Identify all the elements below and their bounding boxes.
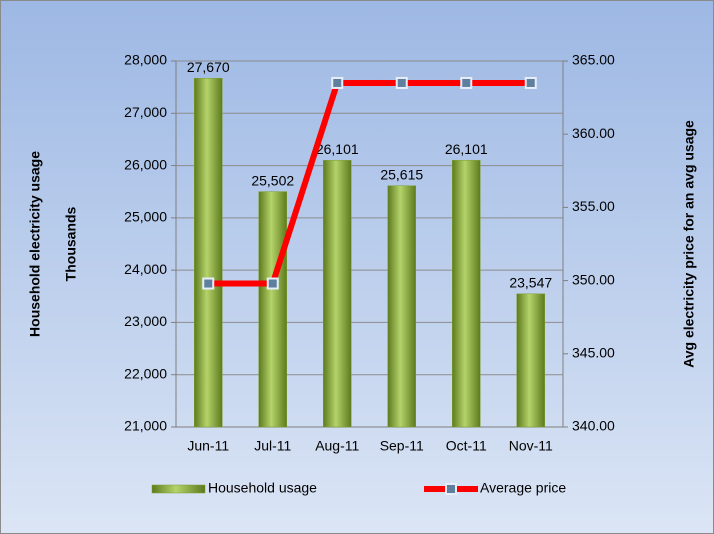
line-marker (331, 76, 344, 89)
x-tick-label: Nov-11 (509, 438, 553, 454)
bar (516, 293, 545, 428)
y-tick-label: 27,000 (124, 104, 167, 120)
x-tick-label: Oct-11 (446, 438, 487, 454)
y-axis-unit: Thousands (63, 206, 79, 281)
y2-tick-label: 360.00 (572, 125, 615, 141)
legend-label: Average price (480, 480, 566, 496)
y2-tick-label: 355.00 (572, 198, 615, 214)
y2-axis-title: Avg electricity price for an avg usage (681, 120, 697, 368)
y2-tick-label: 340.00 (572, 418, 615, 434)
legend-label: Household usage (208, 480, 317, 496)
x-tick-label: Sep-11 (380, 438, 424, 454)
y-tick-label: 21,000 (124, 418, 167, 434)
bar (258, 191, 287, 428)
data-label: 26,101 (316, 141, 359, 157)
line (208, 79, 531, 287)
x-tick-label: Jul-11 (254, 438, 291, 454)
x-tick-label: Jun-11 (187, 438, 229, 454)
data-label: 26,101 (445, 141, 488, 157)
legend-marker (445, 483, 457, 495)
y-tick-label: 26,000 (124, 156, 167, 172)
y-tick-label: 25,000 (124, 209, 167, 225)
line-marker (395, 76, 408, 89)
y-tick-label: 24,000 (124, 261, 167, 277)
y2-tick-label: 365.00 (572, 52, 615, 68)
data-label: 25,502 (251, 172, 294, 188)
y-tick-label: 23,000 (124, 313, 167, 329)
bar (387, 185, 416, 428)
legend-swatch (151, 484, 206, 494)
x-tick-label: Aug-11 (315, 438, 359, 454)
y-tick-label: 28,000 (124, 52, 167, 68)
line-marker (266, 277, 279, 290)
y2-tick-label: 345.00 (572, 345, 615, 361)
line-marker (460, 76, 473, 89)
data-label: 23,547 (509, 275, 552, 291)
line-marker (524, 76, 537, 89)
bar (194, 78, 223, 428)
y-axis-title: Household electricity usage (27, 151, 43, 337)
data-label: 27,670 (187, 59, 230, 75)
line-marker (202, 277, 215, 290)
bar (323, 160, 352, 428)
bar (452, 160, 481, 428)
y-tick-label: 22,000 (124, 365, 167, 381)
data-label: 25,615 (380, 166, 423, 182)
y2-tick-label: 350.00 (572, 271, 615, 287)
